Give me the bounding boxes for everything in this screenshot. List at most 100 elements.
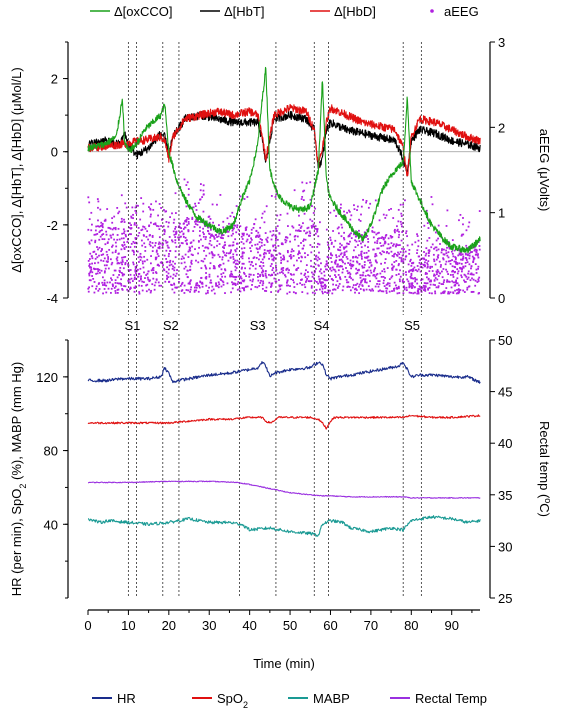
aeeg-point: [250, 237, 252, 240]
aeeg-point: [235, 231, 238, 234]
aeeg-point: [109, 234, 112, 237]
aeeg-point: [396, 287, 398, 290]
aeeg-point: [298, 251, 300, 254]
aeeg-point: [473, 257, 476, 260]
aeeg-point: [380, 237, 382, 240]
aeeg-point: [218, 224, 220, 226]
aeeg-point: [198, 246, 200, 249]
aeeg-point: [470, 265, 473, 268]
aeeg-point: [475, 268, 478, 271]
aeeg-point: [391, 269, 394, 271]
aeeg-point: [445, 260, 448, 263]
aeeg-point: [458, 248, 461, 251]
aeeg-point: [257, 231, 260, 234]
aeeg-point: [224, 244, 227, 246]
aeeg-point: [417, 290, 420, 293]
aeeg-point: [301, 196, 304, 198]
aeeg-point: [305, 232, 307, 235]
aeeg-point: [134, 267, 137, 270]
aeeg-point: [318, 243, 321, 246]
aeeg-point: [97, 219, 99, 222]
aeeg-point: [117, 227, 120, 230]
aeeg-point: [382, 237, 385, 239]
aeeg-point: [252, 265, 254, 267]
aeeg-point: [197, 252, 199, 255]
aeeg-point: [144, 250, 147, 252]
aeeg-point: [233, 215, 235, 218]
aeeg-point: [129, 269, 132, 271]
aeeg-point: [114, 251, 117, 254]
aeeg-point: [310, 271, 313, 274]
aeeg-point: [173, 233, 176, 236]
aeeg-point: [140, 239, 143, 242]
aeeg-point: [116, 259, 119, 262]
aeeg-point: [116, 291, 119, 294]
aeeg-point: [134, 209, 137, 212]
aeeg-point: [174, 239, 177, 242]
aeeg-point: [417, 292, 420, 295]
aeeg-point: [111, 221, 114, 224]
aeeg-point: [274, 273, 277, 276]
aeeg-point: [134, 237, 137, 239]
aeeg-point: [418, 285, 421, 288]
aeeg-point: [424, 285, 427, 288]
aeeg-point: [114, 292, 117, 294]
aeeg-point: [235, 263, 237, 265]
aeeg-point: [467, 276, 470, 279]
aeeg-point: [411, 243, 414, 246]
aeeg-point: [300, 278, 303, 281]
aeeg-point: [124, 202, 127, 205]
aeeg-point: [305, 264, 308, 267]
aeeg-point: [158, 241, 161, 244]
aeeg-point: [351, 263, 353, 266]
aeeg-point: [416, 252, 418, 254]
aeeg-point: [373, 231, 376, 234]
aeeg-point: [312, 265, 315, 268]
aeeg-point: [374, 267, 376, 270]
aeeg-point: [383, 238, 385, 241]
aeeg-point: [199, 281, 202, 284]
aeeg-point: [147, 270, 150, 273]
aeeg-point: [336, 227, 339, 230]
aeeg-point: [402, 251, 405, 254]
aeeg-point: [348, 263, 351, 266]
aeeg-point: [400, 259, 403, 261]
aeeg-point: [191, 254, 194, 257]
aeeg-point: [384, 258, 387, 261]
aeeg-point: [128, 278, 131, 281]
aeeg-point: [134, 206, 137, 209]
aeeg-point: [436, 269, 439, 271]
aeeg-point: [458, 252, 461, 255]
aeeg-point: [329, 252, 332, 255]
aeeg-point: [157, 214, 159, 217]
aeeg-point: [148, 280, 151, 283]
aeeg-point: [379, 272, 382, 275]
aeeg-point: [121, 273, 124, 276]
aeeg-point: [101, 223, 104, 225]
aeeg-point: [171, 212, 173, 215]
aeeg-point: [221, 237, 223, 239]
aeeg-point: [323, 270, 326, 273]
aeeg-point: [189, 242, 192, 245]
aeeg-point: [163, 230, 166, 233]
aeeg-point: [475, 248, 477, 251]
aeeg-point: [426, 282, 429, 285]
aeeg-point: [138, 280, 141, 282]
aeeg-point: [317, 242, 319, 245]
aeeg-point: [384, 234, 387, 237]
x-tick-label: 40: [242, 618, 256, 633]
aeeg-point: [153, 284, 156, 287]
aeeg-point: [156, 225, 158, 227]
aeeg-point: [162, 243, 164, 245]
aeeg-point: [325, 260, 328, 263]
aeeg-point: [215, 284, 218, 287]
aeeg-point: [369, 259, 371, 262]
aeeg-point: [376, 261, 378, 264]
aeeg-point: [349, 240, 351, 243]
aeeg-point: [143, 271, 145, 274]
aeeg-point: [292, 226, 295, 229]
aeeg-point: [179, 222, 181, 225]
aeeg-point: [428, 292, 431, 295]
aeeg-point: [137, 275, 140, 278]
aeeg-point: [97, 289, 100, 292]
